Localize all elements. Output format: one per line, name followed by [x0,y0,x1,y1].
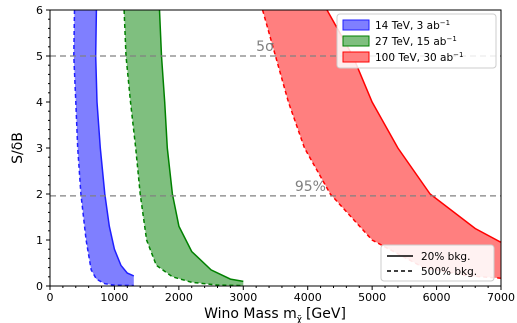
reference-lines: 5σ 95% [50,39,501,197]
x-tick-label-3: 3000 [229,291,257,304]
x-tick-label-6: 6000 [423,291,451,304]
y-tick-label-6: 6 [36,4,43,17]
x-tick-label-7: 7000 [487,291,515,304]
series-legend: 14 TeV, 3 ab−1 27 TeV, 15 ab−1 100 TeV, 30… [336,13,497,69]
series-line-solid-1 [158,10,244,283]
y-tick-label-0: 0 [36,280,43,293]
series-line-solid-0 [94,10,135,277]
x-axis: 0 1000 2000 3000 4000 5000 6000 7000 [47,286,515,304]
legend-swatch-0 [342,19,370,31]
x-tick-label-0: 0 [47,291,54,304]
series-band-2 [262,10,501,279]
series-legend-box [336,13,497,69]
x-tick-label-5: 5000 [358,291,386,304]
reference-label-1: 95% [295,179,326,195]
y-axis: 0 1 2 3 4 5 6 [36,4,50,293]
x-axis-label: Wino Mass mχ̃ [GeV] [204,306,346,323]
series-line-dashed-2 [261,10,501,279]
y-tick-label-4: 4 [36,96,43,109]
style-legend: 20% bkg. 500% bkg. [380,244,495,282]
x-tick-label-2: 2000 [165,291,193,304]
legend-label-2: 100 TeV, 30 ab−1 [375,51,463,64]
y-tick-label-5: 5 [36,50,43,63]
style-legend-label-1: 500% bkg. [421,266,477,278]
x-tick-label-1: 1000 [100,291,128,304]
series-band-1 [124,10,244,286]
x-tick-label-4: 4000 [294,291,322,304]
series-line-dashed-1 [123,10,244,286]
legend-swatch-1 [342,35,370,47]
series-band-0 [73,10,134,286]
series-layer [73,10,501,286]
y-axis-label: S/δB [10,132,26,164]
y-tick-label-3: 3 [36,142,43,155]
reference-label-0: 5σ [256,39,274,55]
style-legend-label-0: 20% bkg. [421,251,470,263]
style-legend-box [380,244,495,282]
legend-swatch-2 [342,51,370,63]
y-tick-label-1: 1 [36,234,43,247]
legend-label-0: 14 TeV, 3 ab−1 [375,19,450,32]
legend-label-1: 27 TeV, 15 ab−1 [375,35,457,48]
y-tick-label-2: 2 [36,188,43,201]
